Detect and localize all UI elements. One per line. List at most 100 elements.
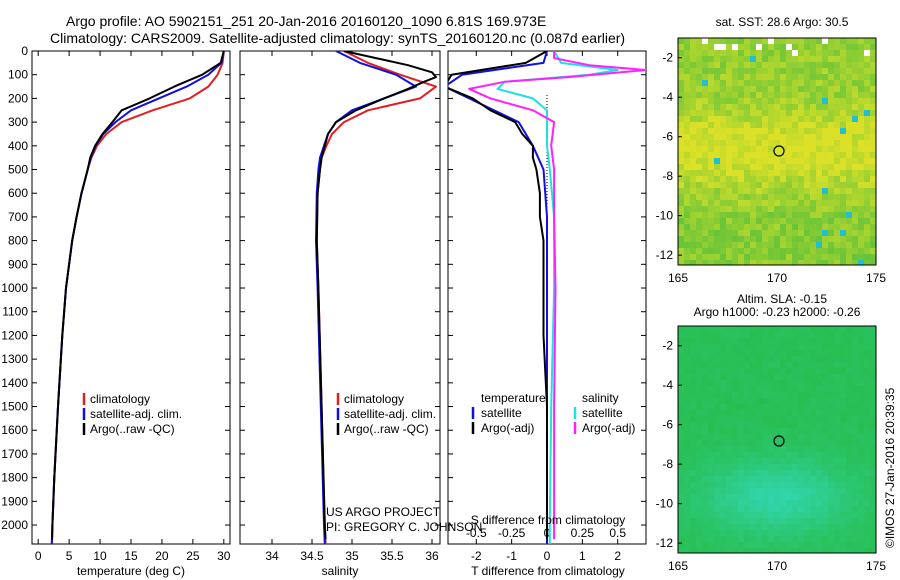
- map-cell: [846, 164, 852, 170]
- map-cell: [750, 524, 756, 530]
- map-cell: [726, 242, 732, 248]
- map-cell: [768, 236, 774, 242]
- map-cell: [714, 98, 720, 104]
- map-cell: [798, 122, 804, 128]
- map-cell: [816, 422, 822, 428]
- map-cell: [690, 392, 696, 398]
- map-cell: [804, 134, 810, 140]
- map-cell: [762, 254, 768, 260]
- map-cell: [756, 368, 762, 374]
- map-cell: [684, 524, 690, 530]
- map-cell: [798, 338, 804, 344]
- map-cell: [714, 482, 720, 488]
- map-cell: [720, 344, 726, 350]
- map-cell: [834, 152, 840, 158]
- map-cell: [750, 452, 756, 458]
- map-cell: [744, 104, 750, 110]
- map-cell: [720, 128, 726, 134]
- map-cell: [870, 362, 876, 368]
- map-cell: [822, 56, 828, 62]
- map-cell: [798, 218, 804, 224]
- map-cell: [858, 536, 864, 542]
- map-cell: [852, 218, 858, 224]
- map-cell: [834, 476, 840, 482]
- map-cell: [786, 86, 792, 92]
- map-cell: [738, 338, 744, 344]
- map-cell: [738, 440, 744, 446]
- map-cell: [690, 410, 696, 416]
- map-cell: [870, 188, 876, 194]
- map-cell: [744, 464, 750, 470]
- map-cell: [792, 248, 798, 254]
- map-cell: [732, 212, 738, 218]
- map-cell: [816, 476, 822, 482]
- map-cell: [768, 332, 774, 338]
- map-cell: [870, 404, 876, 410]
- map-cell: [858, 68, 864, 74]
- map-cell: [780, 38, 786, 44]
- map-cell: [822, 542, 828, 548]
- map-cell: [846, 476, 852, 482]
- map-cell: [690, 194, 696, 200]
- map-cell: [726, 62, 732, 68]
- map-cell: [750, 374, 756, 380]
- map-cell: [840, 140, 846, 146]
- map-cell: [816, 212, 822, 218]
- map-cell: [684, 392, 690, 398]
- map-cell: [702, 38, 708, 44]
- map-cell: [690, 158, 696, 164]
- map-cell: [786, 392, 792, 398]
- map-cell: [840, 482, 846, 488]
- map-cell: [786, 68, 792, 74]
- difference-xlabel-top: S difference from climatology: [471, 513, 626, 527]
- map-cell: [846, 470, 852, 476]
- map-cell: [696, 386, 702, 392]
- map-cell: [732, 356, 738, 362]
- map-cell: [708, 500, 714, 506]
- map-cell: [864, 230, 870, 236]
- map-cell: [708, 236, 714, 242]
- map-cell: [768, 98, 774, 104]
- map-cell: [828, 206, 834, 212]
- map-cell: [780, 332, 786, 338]
- map-cell: [834, 146, 840, 152]
- map-cell: [726, 434, 732, 440]
- map-cell: [858, 326, 864, 332]
- map-cell: [774, 536, 780, 542]
- map-cell: [726, 542, 732, 548]
- map-cell: [864, 386, 870, 392]
- salinity-legend: climatology satellite-adj. clim. Argo(..…: [336, 392, 436, 436]
- map-cell: [768, 62, 774, 68]
- map-cell: [804, 212, 810, 218]
- map-cell: [852, 500, 858, 506]
- map-cell: [870, 428, 876, 434]
- y-tick-label: 1900: [1, 494, 28, 508]
- map-cell: [690, 164, 696, 170]
- map-cell: [852, 128, 858, 134]
- map-cell: [810, 506, 816, 512]
- map-cell: [834, 392, 840, 398]
- map-cell: [744, 416, 750, 422]
- map-cell: [690, 200, 696, 206]
- map-cell: [804, 476, 810, 482]
- x-tick-label: 36: [425, 549, 439, 563]
- map-cell: [678, 446, 684, 452]
- map-cell: [708, 152, 714, 158]
- map-cell: [864, 326, 870, 332]
- map-cell: [852, 326, 858, 332]
- legend-label-climatology: climatology: [90, 392, 150, 406]
- sst-map-frame: [677, 37, 877, 266]
- map-cell: [678, 74, 684, 80]
- map-cell: [846, 536, 852, 542]
- map-cell: [726, 536, 732, 542]
- map-cell: [870, 530, 876, 536]
- map-cell: [678, 38, 684, 44]
- map-cell: [804, 140, 810, 146]
- map-cell: [858, 146, 864, 152]
- map-cell: [816, 104, 822, 110]
- map-cell: [714, 62, 720, 68]
- map-cell: [852, 134, 858, 140]
- map-cell: [768, 470, 774, 476]
- map-cell: [726, 368, 732, 374]
- map-cell: [804, 440, 810, 446]
